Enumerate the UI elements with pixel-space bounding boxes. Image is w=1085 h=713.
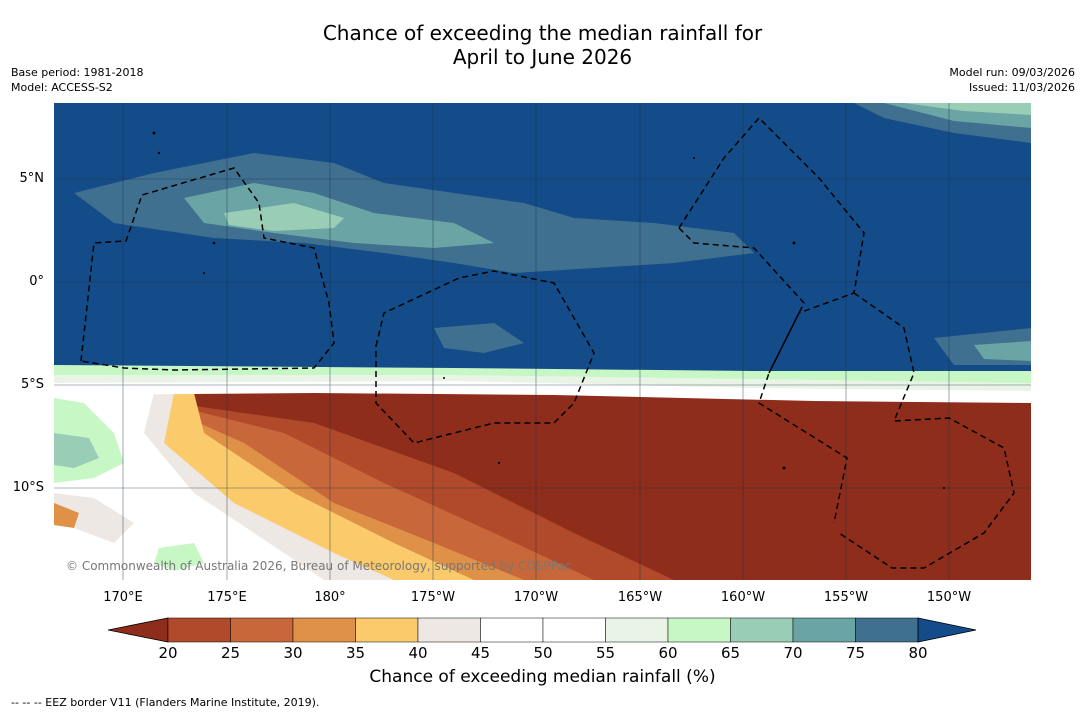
cb-tick-55: 55 (595, 644, 616, 662)
colorbar-band-75-80 (855, 617, 919, 643)
colorbar-band-50-55 (542, 617, 606, 643)
lon-label-165w: 165°W (617, 590, 663, 605)
colorbar-extend-low (108, 617, 169, 643)
colorbar-band-60-65 (667, 617, 731, 643)
base-period: Base period: 1981-2018 (11, 66, 144, 79)
cb-tick-80: 80 (908, 644, 928, 662)
zone-65-south (154, 543, 204, 571)
zone-45-sw2 (54, 493, 134, 543)
map-svg (54, 103, 1031, 580)
title-line-1: Chance of exceeding the median rainfall … (322, 21, 763, 45)
colorbar-band-65-70 (730, 617, 794, 643)
zone-65-eq (224, 203, 344, 231)
issued-date: Issued: 11/03/2026 (968, 81, 1075, 94)
model-run: Model run: 09/03/2026 (949, 66, 1075, 79)
lon-label-170w: 170°W (513, 590, 559, 605)
lon-label-170e: 170°E (103, 590, 143, 605)
colorbar-band-20-25 (167, 617, 231, 643)
eez-borders (80, 116, 1015, 569)
model-name: Model: ACCESS-S2 (11, 81, 113, 94)
lat-label-10s: 10°S (12, 480, 44, 495)
zone-35-sw (54, 503, 79, 528)
meta-right: Model run: 09/03/2026 Issued: 11/03/2026 (949, 65, 1075, 95)
lon-label-155w: 155°W (823, 590, 869, 605)
zone-75-mid (434, 323, 524, 353)
lat-label-5n: 5°N (19, 171, 45, 186)
colorbar-band-35-40 (355, 617, 419, 643)
colorbar-band-55-60 (605, 617, 669, 643)
colorbar-band-45-50 (480, 617, 544, 643)
cb-tick-75: 75 (845, 644, 866, 662)
cb-tick-50: 50 (533, 644, 553, 662)
colorbar-band-25-30 (230, 617, 294, 643)
cb-tick-40: 40 (408, 644, 428, 662)
colorbar-band-70-75 (792, 617, 856, 643)
cb-tick-20: 20 (158, 644, 178, 662)
title-line-2: April to June 2026 (452, 45, 633, 69)
map-title: Chance of exceeding the median rainfall … (0, 21, 1085, 69)
lon-label-180: 180° (314, 590, 346, 605)
zone-70-sw (54, 433, 99, 468)
graticule (54, 103, 1031, 580)
meta-left: Base period: 1981-2018 Model: ACCESS-S2 (11, 65, 143, 95)
zone-70-east (974, 341, 1031, 361)
copyright-notice: © Commonwealth of Australia 2026, Bureau… (66, 559, 572, 573)
cb-tick-35: 35 (345, 644, 366, 662)
zone-65-ne (904, 103, 1031, 115)
cb-tick-65: 65 (720, 644, 741, 662)
colorbar-band-40-45 (417, 617, 481, 643)
lon-label-175w: 175°W (410, 590, 456, 605)
islands (152, 131, 945, 489)
rainfall-map (54, 103, 1031, 580)
zone-70-eq (184, 183, 494, 248)
colorbar-band-30-35 (292, 617, 356, 643)
colorbar-title: Chance of exceeding median rainfall (%) (369, 667, 716, 687)
colorbar-extend-high (917, 617, 977, 643)
cb-tick-45: 45 (470, 644, 491, 662)
colorbar (108, 617, 977, 643)
lon-label-160w: 160°W (720, 590, 766, 605)
cb-tick-60: 60 (658, 644, 678, 662)
lon-label-150w: 150°W (926, 590, 972, 605)
eez-footnote: -- -- -- EEZ border V11 (Flanders Marine… (11, 696, 320, 709)
cb-tick-25: 25 (220, 644, 241, 662)
lat-label-0: 0° (29, 274, 44, 289)
lon-label-175e: 175°E (207, 590, 247, 605)
lat-label-5s: 5°S (20, 377, 44, 392)
cb-tick-70: 70 (783, 644, 803, 662)
cb-tick-30: 30 (283, 644, 303, 662)
